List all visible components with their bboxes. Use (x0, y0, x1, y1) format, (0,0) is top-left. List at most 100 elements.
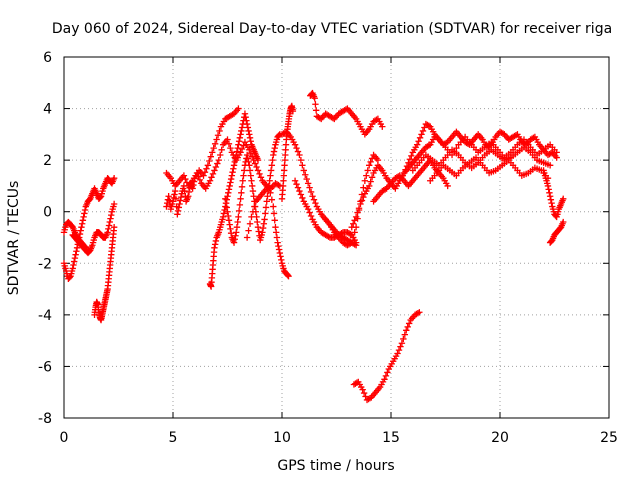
data-point (233, 223, 241, 231)
series-arc-c (69, 200, 118, 257)
data-point (234, 144, 241, 152)
data-point (211, 241, 219, 248)
data-point (105, 222, 113, 229)
data-point (408, 152, 415, 160)
data-point (275, 246, 283, 253)
data-point (272, 229, 280, 236)
data-point (243, 234, 251, 241)
data-point (271, 217, 278, 224)
data-point (217, 151, 224, 159)
data-point (265, 182, 273, 190)
data-point (325, 233, 332, 240)
data-point (400, 169, 408, 177)
y-tick-label: 4 (43, 102, 52, 118)
data-point (453, 144, 460, 152)
data-point (211, 167, 218, 174)
data-point (196, 176, 204, 184)
data-point (254, 218, 261, 226)
data-point (259, 224, 267, 232)
data-point (296, 187, 303, 195)
data-point (268, 196, 276, 203)
data-point (273, 234, 281, 241)
x-tick-label: 0 (60, 430, 69, 446)
data-point (233, 148, 241, 155)
data-point (81, 210, 88, 217)
data-point (238, 183, 246, 190)
x-tick-label: 10 (273, 430, 291, 446)
data-point (76, 230, 84, 238)
data-point (236, 134, 244, 141)
data-point (238, 145, 246, 153)
data-point (204, 162, 212, 169)
data-point (238, 127, 245, 135)
data-point (230, 165, 237, 172)
data-point (351, 217, 358, 224)
data-point (225, 140, 233, 148)
data-point (253, 163, 260, 171)
data-point (244, 155, 252, 162)
data-point (228, 172, 236, 179)
y-axis-label: SDTVAR / TECUs (6, 181, 22, 296)
data-point (229, 168, 236, 176)
data-point (214, 132, 222, 139)
data-point (254, 167, 262, 174)
data-point (176, 200, 183, 208)
data-point (243, 151, 251, 159)
data-point (278, 256, 285, 264)
data-point (171, 187, 179, 195)
data-point (243, 120, 251, 128)
data-point (246, 131, 253, 138)
data-point (79, 217, 87, 224)
data-point (299, 194, 306, 202)
data-point (77, 227, 84, 234)
data-point (300, 167, 307, 174)
data-point (266, 177, 273, 184)
series-arc-d (91, 223, 118, 324)
data-point (403, 327, 410, 334)
data-point (236, 201, 244, 209)
data-point (256, 170, 263, 178)
data-point (281, 129, 289, 136)
data-point (233, 229, 240, 236)
data-point (180, 182, 188, 190)
data-point (311, 95, 318, 102)
data-point (241, 110, 249, 117)
data-point (164, 196, 172, 203)
data-point (307, 188, 315, 196)
data-point (404, 323, 411, 331)
data-point (310, 196, 318, 203)
data-point (405, 320, 413, 327)
data-point (238, 189, 245, 197)
series-arc-m (307, 89, 386, 138)
data-point (289, 107, 297, 115)
data-point (97, 193, 104, 201)
data-point (560, 218, 567, 226)
data-point (230, 162, 238, 169)
y-tick-label: -6 (38, 359, 52, 375)
data-point (104, 229, 111, 236)
data-point (227, 179, 234, 186)
data-point (239, 177, 246, 184)
grid-lines (64, 57, 609, 418)
data-point (348, 223, 355, 231)
data-point (172, 195, 180, 203)
data-point (425, 122, 432, 129)
data-point (560, 195, 567, 203)
data-point (276, 249, 284, 257)
series-arc-i (243, 182, 292, 280)
y-tick-label: 6 (43, 50, 52, 66)
data-point (400, 335, 407, 343)
data-point (267, 167, 275, 174)
data-point (251, 160, 259, 167)
data-point (78, 223, 85, 231)
data-point (361, 177, 369, 184)
data-point (267, 172, 274, 179)
data-point (66, 273, 74, 281)
data-point (359, 386, 366, 393)
data-point (231, 236, 238, 243)
data-point (401, 331, 409, 338)
data-point (213, 136, 220, 143)
data-point (260, 220, 268, 227)
data-point (249, 182, 256, 190)
